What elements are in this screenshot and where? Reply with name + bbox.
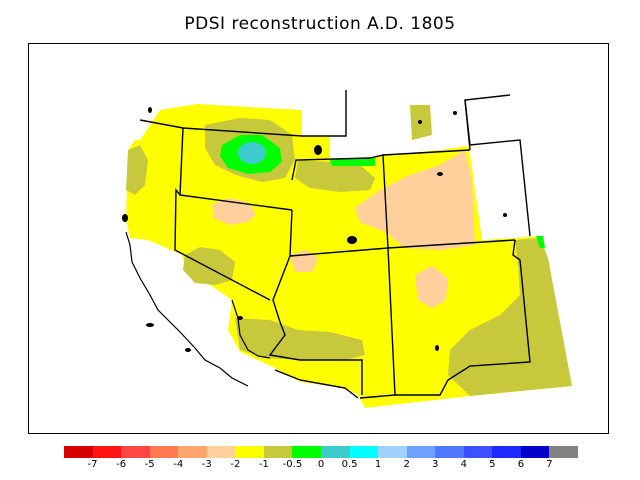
legend-label-1: -6 xyxy=(116,459,127,470)
border-montana-north xyxy=(302,90,347,137)
lakes xyxy=(122,107,507,352)
legend-label-12: 3 xyxy=(432,459,439,470)
pacific-coastline xyxy=(125,231,249,387)
legend-label-14: 5 xyxy=(489,459,496,470)
legend-swatch-16 xyxy=(520,446,550,458)
legend-label-15: 6 xyxy=(517,459,525,470)
border-arizona xyxy=(268,321,363,395)
legend-label-3: -4 xyxy=(173,459,184,470)
legend-swatch-15 xyxy=(492,446,522,458)
boundary-lines xyxy=(139,90,531,399)
border-colorado xyxy=(382,149,471,156)
legend-swatch-12 xyxy=(406,446,436,458)
legend-label-10: 1 xyxy=(374,459,382,470)
lake-1 xyxy=(148,107,152,113)
legend-swatch-3 xyxy=(149,446,179,458)
pdsi-olive-region-west xyxy=(126,145,148,195)
legend-swatch-6 xyxy=(235,446,265,458)
legend-swatch-4 xyxy=(178,446,208,458)
map-title: PDSI reconstruction A.D. 1805 xyxy=(184,14,456,34)
legend-label-5: -2 xyxy=(230,459,241,470)
legend-label-4: -3 xyxy=(201,459,212,470)
legend-swatch-1 xyxy=(92,446,122,458)
legend-swatch-13 xyxy=(435,446,465,458)
border-mexico xyxy=(274,369,359,399)
border-nevada-west xyxy=(174,188,271,301)
legend-label-7: -0.5 xyxy=(282,459,303,470)
legend-label-13: 4 xyxy=(460,459,467,470)
legend-swatch-14 xyxy=(463,446,493,458)
border-colorado-east xyxy=(387,239,516,249)
pdsi-peach-region-central xyxy=(355,150,475,250)
pdsi-peach-region-newmexico xyxy=(415,266,448,308)
border-wyoming xyxy=(289,154,389,257)
pdsi-olive-region-south xyxy=(235,318,365,360)
legend-swatch-10 xyxy=(349,446,379,458)
lake-6 xyxy=(435,345,439,351)
legend-label-6: -1 xyxy=(258,459,269,470)
no-data-region-ne xyxy=(468,135,530,240)
pdsi-green-region-wyoming xyxy=(330,158,375,166)
lake-8 xyxy=(122,214,128,222)
legend-swatch-17 xyxy=(549,446,579,458)
pdsi-olive-region-southeast xyxy=(448,238,572,396)
lake-4 xyxy=(437,172,443,176)
lake-2 xyxy=(314,145,322,155)
legend-label-9: 0.5 xyxy=(341,459,358,470)
lake-9 xyxy=(418,120,422,124)
legend-label-0: -7 xyxy=(87,459,98,470)
lake-7 xyxy=(237,316,243,320)
lake-11 xyxy=(146,323,154,327)
pdsi-green-region-east xyxy=(536,236,545,248)
border-east-vertical xyxy=(464,99,531,237)
border-texas xyxy=(395,239,531,396)
legend-swatch-9 xyxy=(321,446,350,458)
legend-swatch-7 xyxy=(263,446,293,458)
lake-5 xyxy=(503,213,507,217)
legend-swatch-8 xyxy=(292,446,322,458)
legend-swatch-2 xyxy=(121,446,151,458)
lake-10 xyxy=(453,111,457,115)
legend-swatch-11 xyxy=(378,446,408,458)
border-utah-west xyxy=(272,209,293,323)
legend-swatch-0 xyxy=(64,446,93,458)
coastline xyxy=(125,231,271,387)
pdsi-olive-region-montana xyxy=(295,160,375,192)
no-data-region-sw xyxy=(126,240,365,408)
color-legend xyxy=(64,446,579,458)
pdsi-cyan-region xyxy=(238,142,266,164)
legend-label-2: -5 xyxy=(144,459,155,470)
baja-coastline xyxy=(231,299,271,359)
legend-swatch-5 xyxy=(206,446,236,458)
legend-label-16: 7 xyxy=(546,459,553,470)
legend-label-8: 0 xyxy=(317,459,325,470)
legend-label-11: 2 xyxy=(403,459,410,470)
lake-3 xyxy=(347,236,357,244)
pdsi-peach-region-west xyxy=(212,198,256,225)
lake-12 xyxy=(185,348,191,352)
